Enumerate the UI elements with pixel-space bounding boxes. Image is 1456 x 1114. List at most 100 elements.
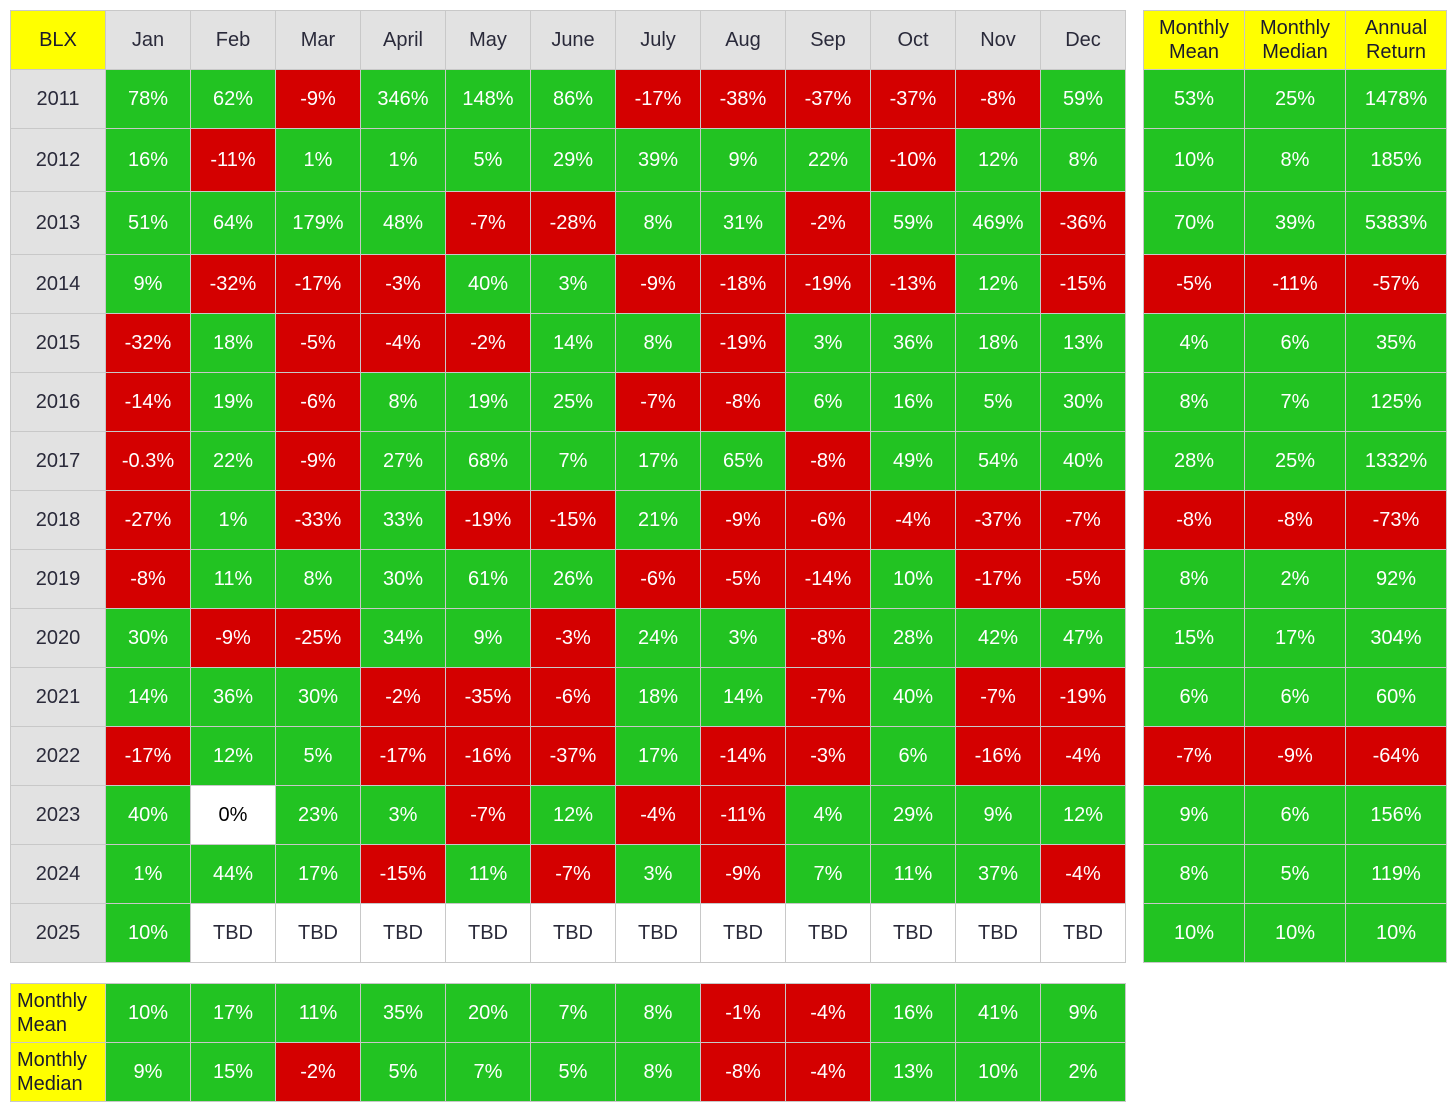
year-label: 2014 xyxy=(10,254,106,314)
return-cell-2022-aug: -14% xyxy=(700,726,786,786)
return-cell-2019-mar: 8% xyxy=(275,549,361,609)
year-row-2024: 2024 1% 44% 17% -15% 11% -7% 3% -9% 7% 11% 37% -4% xyxy=(10,844,1126,904)
return-cell-2021-april: -2% xyxy=(360,667,446,727)
summary-cell-monthly-median-feb: 15% xyxy=(190,1042,276,1102)
summary-cell-monthly-median-dec: 2% xyxy=(1040,1042,1126,1102)
return-cell-2022-oct: 6% xyxy=(870,726,956,786)
return-cell-2017-mar: -9% xyxy=(275,431,361,491)
return-cell-2019-june: 26% xyxy=(530,549,616,609)
stat-cell-2021-monthly-median: 6% xyxy=(1244,667,1346,727)
month-header-aug: Aug xyxy=(700,10,786,70)
return-cell-2024-april: -15% xyxy=(360,844,446,904)
stat-cell-2023-annual-return: 156% xyxy=(1345,785,1447,845)
return-cell-2014-dec: -15% xyxy=(1040,254,1126,314)
year-row-2016: 2016 -14% 19% -6% 8% 19% 25% -7% -8% 6% 16% 5% 30% xyxy=(10,372,1126,432)
return-cell-2016-nov: 5% xyxy=(955,372,1041,432)
return-cell-2025-april: TBD xyxy=(360,903,446,963)
year-row-2018: 2018 -27% 1% -33% 33% -19% -15% 21% -9% -6% -4% -37… xyxy=(10,490,1126,550)
year-label: 2025 xyxy=(10,903,106,963)
return-cell-2011-nov: -8% xyxy=(955,69,1041,129)
return-cell-2025-feb: TBD xyxy=(190,903,276,963)
summary-cell-monthly-median-jan: 9% xyxy=(105,1042,191,1102)
return-cell-2024-sep: 7% xyxy=(785,844,871,904)
return-cell-2020-jan: 30% xyxy=(105,608,191,668)
return-cell-2014-sep: -19% xyxy=(785,254,871,314)
summary-cell-monthly-mean-april: 35% xyxy=(360,983,446,1043)
summary-cell-monthly-median-may: 7% xyxy=(445,1042,531,1102)
year-row-2023: 2023 40% 0% 23% 3% -7% 12% -4% -11% 4% 29% 9% 12% xyxy=(10,785,1126,845)
stat-cell-2025-annual-return: 10% xyxy=(1345,903,1447,963)
return-cell-2014-june: 3% xyxy=(530,254,616,314)
return-cell-2024-jan: 1% xyxy=(105,844,191,904)
return-cell-2016-june: 25% xyxy=(530,372,616,432)
return-cell-2014-may: 40% xyxy=(445,254,531,314)
month-header-april: April xyxy=(360,10,446,70)
stat-cell-2011-annual-return: 1478% xyxy=(1345,69,1447,129)
year-label: 2015 xyxy=(10,313,106,373)
return-cell-2017-june: 7% xyxy=(530,431,616,491)
stat-cell-2024-monthly-median: 5% xyxy=(1244,844,1346,904)
return-cell-2011-mar: -9% xyxy=(275,69,361,129)
summary-cell-monthly-median-mar: -2% xyxy=(275,1042,361,1102)
return-cell-2011-may: 148% xyxy=(445,69,531,129)
return-cell-2012-july: 39% xyxy=(615,128,701,192)
return-cell-2014-april: -3% xyxy=(360,254,446,314)
corner-label: BLX xyxy=(10,10,106,70)
summary-cell-monthly-mean-july: 8% xyxy=(615,983,701,1043)
return-cell-2012-nov: 12% xyxy=(955,128,1041,192)
return-cell-2020-mar: -25% xyxy=(275,608,361,668)
return-cell-2021-june: -6% xyxy=(530,667,616,727)
return-cell-2022-april: -17% xyxy=(360,726,446,786)
return-cell-2019-feb: 11% xyxy=(190,549,276,609)
return-cell-2015-nov: 18% xyxy=(955,313,1041,373)
return-cell-2022-may: -16% xyxy=(445,726,531,786)
return-cell-2025-aug: TBD xyxy=(700,903,786,963)
stat-cell-2025-monthly-mean: 10% xyxy=(1143,903,1245,963)
return-cell-2018-aug: -9% xyxy=(700,490,786,550)
stat-cell-2017-monthly-median: 25% xyxy=(1244,431,1346,491)
stat-cell-2023-monthly-mean: 9% xyxy=(1143,785,1245,845)
return-cell-2015-may: -2% xyxy=(445,313,531,373)
stats-row-2011: 53% 25% 1478% xyxy=(1143,69,1447,129)
return-cell-2018-feb: 1% xyxy=(190,490,276,550)
return-cell-2011-sep: -37% xyxy=(785,69,871,129)
return-cell-2013-july: 8% xyxy=(615,191,701,255)
summary-cell-monthly-mean-oct: 16% xyxy=(870,983,956,1043)
year-label: 2024 xyxy=(10,844,106,904)
return-cell-2021-july: 18% xyxy=(615,667,701,727)
return-cell-2021-mar: 30% xyxy=(275,667,361,727)
stat-cell-2018-annual-return: -73% xyxy=(1345,490,1447,550)
return-cell-2023-jan: 40% xyxy=(105,785,191,845)
return-cell-2018-june: -15% xyxy=(530,490,616,550)
return-cell-2025-may: TBD xyxy=(445,903,531,963)
stat-cell-2022-monthly-median: -9% xyxy=(1244,726,1346,786)
summary-cell-monthly-median-aug: -8% xyxy=(700,1042,786,1102)
summary-cell-monthly-median-april: 5% xyxy=(360,1042,446,1102)
stats-row-2022: -7% -9% -64% xyxy=(1143,726,1447,786)
return-cell-2022-feb: 12% xyxy=(190,726,276,786)
return-cell-2016-mar: -6% xyxy=(275,372,361,432)
return-cell-2024-july: 3% xyxy=(615,844,701,904)
return-cell-2015-sep: 3% xyxy=(785,313,871,373)
return-cell-2011-dec: 59% xyxy=(1040,69,1126,129)
return-cell-2016-feb: 19% xyxy=(190,372,276,432)
return-cell-2024-mar: 17% xyxy=(275,844,361,904)
return-cell-2012-april: 1% xyxy=(360,128,446,192)
return-cell-2014-mar: -17% xyxy=(275,254,361,314)
month-header-nov: Nov xyxy=(955,10,1041,70)
stats-row-2016: 8% 7% 125% xyxy=(1143,372,1447,432)
return-cell-2022-nov: -16% xyxy=(955,726,1041,786)
stat-cell-2018-monthly-mean: -8% xyxy=(1143,490,1245,550)
stats-row-2020: 15% 17% 304% xyxy=(1143,608,1447,668)
return-cell-2020-nov: 42% xyxy=(955,608,1041,668)
summary-cell-monthly-mean-dec: 9% xyxy=(1040,983,1126,1043)
stat-cell-2022-monthly-mean: -7% xyxy=(1143,726,1245,786)
return-cell-2015-april: -4% xyxy=(360,313,446,373)
summary-cell-monthly-median-sep: -4% xyxy=(785,1042,871,1102)
return-cell-2020-dec: 47% xyxy=(1040,608,1126,668)
return-cell-2016-aug: -8% xyxy=(700,372,786,432)
return-cell-2015-oct: 36% xyxy=(870,313,956,373)
stats-row-2025: 10% 10% 10% xyxy=(1143,903,1447,963)
stat-cell-2022-annual-return: -64% xyxy=(1345,726,1447,786)
return-cell-2016-jan: -14% xyxy=(105,372,191,432)
